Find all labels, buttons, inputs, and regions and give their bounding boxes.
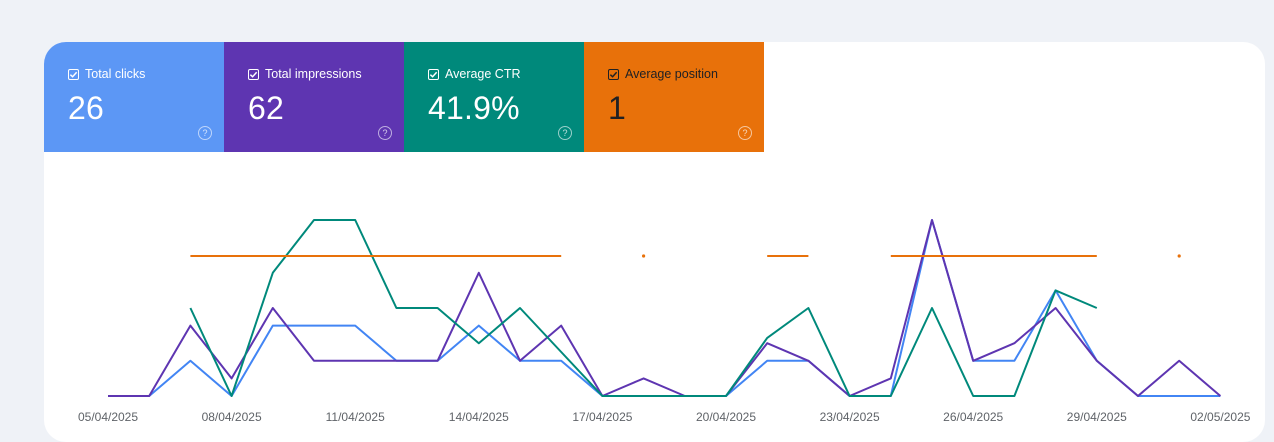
x-tick-label: 05/04/2025 [78,410,138,424]
help-icon[interactable]: ? [198,126,212,140]
metric-label: Total clicks [85,67,146,81]
series-total-clicks [108,219,1221,397]
metric-label: Average CTR [445,67,521,81]
x-tick-label: 14/04/2025 [449,410,509,424]
series-line [189,219,1098,397]
metric-total-clicks[interactable]: Total clicks 26 ? [44,42,224,152]
metric-tiles: Total clicks 26 ? Total impressions 62 ?… [44,42,764,152]
performance-card: Total clicks 26 ? Total impressions 62 ?… [44,42,1265,442]
metric-value: 1 [608,90,626,126]
x-tick-label: 23/04/2025 [820,410,880,424]
metric-average-ctr[interactable]: Average CTR 41.9% ? [404,42,584,152]
x-tick-label: 26/04/2025 [943,410,1003,424]
series-line [108,219,1222,397]
help-icon[interactable]: ? [378,126,392,140]
metric-total-impressions[interactable]: Total impressions 62 ? [224,42,404,152]
checkbox-checked-icon[interactable] [248,68,259,80]
x-tick-label: 08/04/2025 [202,410,262,424]
data-point [1177,254,1181,258]
help-icon[interactable]: ? [558,126,572,140]
data-point [642,254,646,258]
metric-average-position[interactable]: Average position 1 ? [584,42,764,152]
metric-value: 26 [68,90,104,126]
performance-line-chart: 05/04/2025 08/04/2025 11/04/2025 14/04/2025… [78,219,1251,424]
checkbox-checked-icon[interactable] [428,68,439,80]
series-average-ctr [189,219,1098,397]
series-total-impressions [108,219,1222,397]
checkbox-checked-icon[interactable] [608,68,619,80]
x-tick-label: 17/04/2025 [572,410,632,424]
help-icon[interactable]: ? [738,126,752,140]
checkbox-checked-icon[interactable] [68,68,79,80]
x-tick-label: 02/05/2025 [1190,410,1250,424]
metric-label: Total impressions [265,67,362,81]
x-tick-label: 11/04/2025 [326,410,385,424]
series-line [108,219,1221,397]
metric-label: Average position [625,67,718,81]
x-tick-label: 20/04/2025 [696,410,756,424]
series-average-position [190,254,1181,258]
metric-value: 62 [248,90,284,126]
x-tick-label: 29/04/2025 [1067,410,1127,424]
metric-value: 41.9% [428,90,520,126]
